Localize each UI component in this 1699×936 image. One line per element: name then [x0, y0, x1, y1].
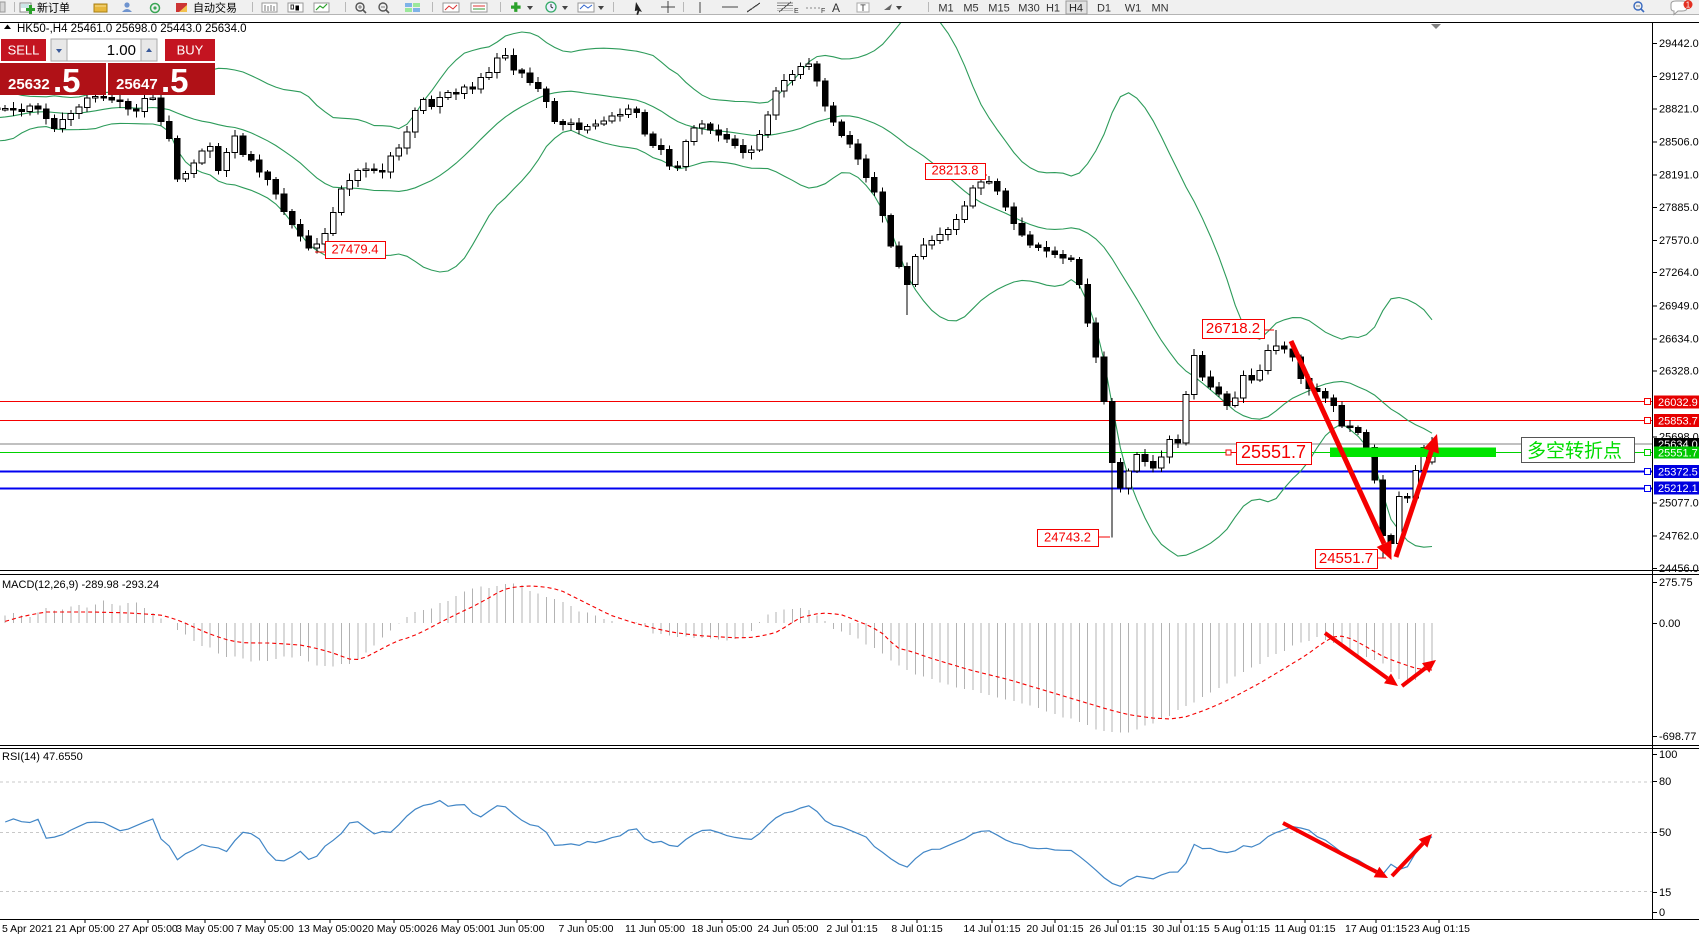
svg-text:D1: D1 — [1097, 3, 1111, 15]
svg-text:24551.7: 24551.7 — [1319, 550, 1373, 567]
svg-text:100: 100 — [1659, 749, 1677, 761]
svg-text:30 Jul 01:15: 30 Jul 01:15 — [1152, 923, 1209, 935]
svg-text:25372.5: 25372.5 — [1658, 466, 1698, 478]
svg-text:RSI(14) 47.6550: RSI(14) 47.6550 — [2, 751, 83, 763]
svg-text:A: A — [832, 1, 840, 15]
svg-text:29442.0: 29442.0 — [1659, 38, 1699, 50]
svg-text:23 Aug 01:15: 23 Aug 01:15 — [1408, 923, 1470, 935]
svg-text:26 May 05:00: 26 May 05:00 — [426, 923, 490, 935]
svg-text:24762.0: 24762.0 — [1659, 531, 1699, 543]
svg-text:5 Apr 2021: 5 Apr 2021 — [2, 923, 53, 935]
svg-text:F: F — [821, 8, 825, 15]
svg-text:.5: .5 — [161, 62, 189, 99]
svg-text:28821.0: 28821.0 — [1659, 104, 1699, 116]
svg-text:M1: M1 — [938, 3, 953, 15]
svg-text:24 Jun 05:00: 24 Jun 05:00 — [758, 923, 819, 935]
svg-text:25647: 25647 — [116, 76, 158, 93]
svg-text:BUY: BUY — [177, 43, 204, 58]
svg-text:11 Jun 05:00: 11 Jun 05:00 — [625, 923, 685, 935]
svg-text:自动交易: 自动交易 — [193, 1, 237, 15]
svg-text:27479.4: 27479.4 — [332, 241, 379, 256]
svg-text:18 Jun 05:00: 18 Jun 05:00 — [692, 923, 753, 935]
svg-text:14 Jul 01:15: 14 Jul 01:15 — [963, 923, 1020, 935]
svg-text:17 Aug 01:15: 17 Aug 01:15 — [1345, 923, 1407, 935]
svg-text:多空转折点: 多空转折点 — [1527, 440, 1622, 462]
svg-text:275.75: 275.75 — [1659, 577, 1693, 589]
svg-text:0.00: 0.00 — [1659, 618, 1680, 630]
svg-text:25212.1: 25212.1 — [1658, 483, 1698, 495]
svg-text:25632: 25632 — [8, 76, 50, 93]
svg-text:27264.0: 27264.0 — [1659, 267, 1699, 279]
svg-text:20 Jul 01:15: 20 Jul 01:15 — [1026, 923, 1083, 935]
svg-text:27570.0: 27570.0 — [1659, 235, 1699, 247]
svg-text:3 May 05:00: 3 May 05:00 — [176, 923, 234, 935]
svg-text:26 Jul 01:15: 26 Jul 01:15 — [1089, 923, 1146, 935]
svg-text:1.00: 1.00 — [107, 42, 136, 59]
svg-text:80: 80 — [1659, 776, 1671, 788]
svg-text:H1: H1 — [1046, 3, 1060, 15]
svg-text:HK50-,H4 25461.0 25698.0 2544: HK50-,H4 25461.0 25698.0 25443.0 25634.0 — [17, 23, 247, 35]
svg-text:1: 1 — [1686, 1, 1691, 10]
svg-text:20 May 05:00: 20 May 05:00 — [362, 923, 426, 935]
svg-text:H4: H4 — [1069, 3, 1083, 15]
svg-text:27 Apr 05:00: 27 Apr 05:00 — [118, 923, 178, 935]
svg-text:7 Jun 05:00: 7 Jun 05:00 — [559, 923, 614, 935]
svg-text:25853.7: 25853.7 — [1658, 416, 1698, 428]
svg-text:24456.0: 24456.0 — [1659, 563, 1699, 575]
svg-text:-698.77: -698.77 — [1659, 731, 1696, 743]
svg-text:2 Jul 01:15: 2 Jul 01:15 — [826, 923, 878, 935]
svg-text:26718.2: 26718.2 — [1206, 320, 1260, 337]
svg-text:28191.0: 28191.0 — [1659, 170, 1699, 182]
svg-text:M5: M5 — [963, 3, 978, 15]
svg-text:1 Jun 05:00: 1 Jun 05:00 — [490, 923, 545, 935]
svg-text:26328.0: 26328.0 — [1659, 366, 1699, 378]
svg-text:50: 50 — [1659, 827, 1671, 839]
svg-text:21 Apr 05:00: 21 Apr 05:00 — [55, 923, 115, 935]
svg-text:13 May 05:00: 13 May 05:00 — [298, 923, 362, 935]
svg-text:27885.0: 27885.0 — [1659, 202, 1699, 214]
svg-text:新订单: 新订单 — [37, 1, 70, 15]
svg-text:28506.0: 28506.0 — [1659, 137, 1699, 149]
svg-text:28213.8: 28213.8 — [932, 163, 979, 178]
svg-text:25077.0: 25077.0 — [1659, 498, 1699, 510]
svg-text:11 Aug 01:15: 11 Aug 01:15 — [1274, 923, 1335, 935]
svg-text:T: T — [860, 3, 866, 13]
svg-text:29127.0: 29127.0 — [1659, 71, 1699, 83]
svg-text:15: 15 — [1659, 887, 1671, 899]
svg-text:W1: W1 — [1125, 3, 1142, 15]
svg-text:25551.7: 25551.7 — [1241, 442, 1306, 462]
svg-text:SELL: SELL — [8, 43, 40, 58]
svg-text:26949.0: 26949.0 — [1659, 300, 1699, 312]
svg-text:25551.7: 25551.7 — [1658, 448, 1698, 460]
svg-text:26634.0: 26634.0 — [1659, 334, 1699, 346]
svg-text:MACD(12,26,9) -289.98 -293.24: MACD(12,26,9) -289.98 -293.24 — [2, 579, 159, 591]
svg-text:.5: .5 — [53, 62, 81, 99]
svg-text:MN: MN — [1151, 3, 1168, 15]
svg-text:E: E — [794, 8, 799, 15]
svg-text:5 Aug 01:15: 5 Aug 01:15 — [1214, 923, 1270, 935]
svg-text:8 Jul 01:15: 8 Jul 01:15 — [891, 923, 943, 935]
svg-text:0: 0 — [1659, 907, 1665, 919]
svg-text:M15: M15 — [988, 3, 1009, 15]
svg-text:24743.2: 24743.2 — [1044, 529, 1091, 544]
svg-text:7 May 05:00: 7 May 05:00 — [236, 923, 294, 935]
svg-text:26032.9: 26032.9 — [1658, 397, 1698, 409]
svg-text:M30: M30 — [1018, 3, 1039, 15]
